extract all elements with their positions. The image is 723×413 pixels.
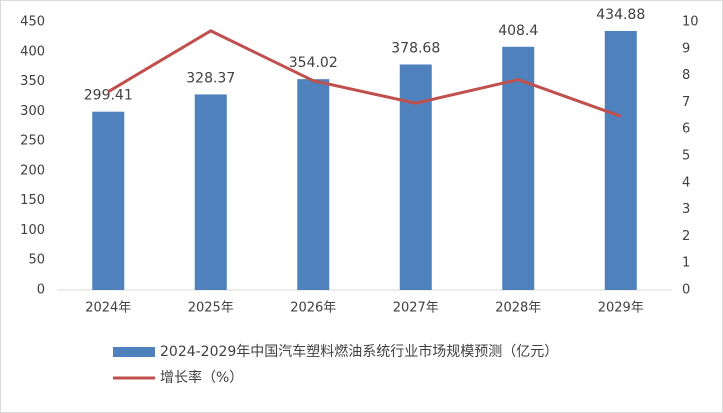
y2-tick-label: 3 [682,202,690,217]
data-label: 378.68 [391,40,440,56]
bar [502,46,535,290]
y2-tick-label: 8 [682,68,690,83]
y-tick-label: 400 [20,44,45,59]
x-tick-label: 2029年 [598,301,644,316]
legend-label: 增长率（%） [160,369,243,386]
y-tick-label: 300 [20,104,45,119]
y-tick-label: 100 [20,223,45,238]
y-tick-label: 0 [37,283,45,298]
x-tick-label: 2026年 [290,301,336,316]
data-label: 328.37 [186,70,235,86]
y-tick-label: 200 [20,163,45,178]
y-tick-label: 350 [20,74,45,89]
y2-tick-label: 6 [682,122,690,137]
x-tick-label: 2025年 [188,301,234,316]
y-tick-label: 450 [20,15,45,30]
y2-tick-label: 5 [682,149,690,164]
y2-tick-label: 1 [682,256,690,271]
x-tick-label: 2028年 [495,301,541,316]
x-tick-label: 2024年 [85,301,131,316]
bar [194,94,227,290]
bar [92,111,125,290]
y-tick-label: 250 [20,134,45,149]
y2-tick-label: 0 [682,283,690,298]
y2-tick-label: 7 [682,95,690,110]
data-label: 354.02 [289,55,338,71]
data-label: 434.88 [596,7,645,23]
legend-swatch [113,347,155,357]
bar [399,64,432,290]
y-tick-label: 150 [20,193,45,208]
x-tick-label: 2027年 [393,301,439,316]
data-label: 299.41 [84,88,133,104]
y2-tick-label: 10 [682,15,699,30]
bar [297,79,330,290]
data-label: 408.4 [498,23,538,39]
y2-tick-label: 4 [682,175,690,190]
y2-tick-label: 9 [682,41,690,56]
line [107,29,622,118]
legend-label: 2024-2029年中国汽车塑料燃油系统行业市场规模预测（亿元） [160,343,558,360]
y2-tick-label: 2 [682,229,690,244]
y-tick-label: 50 [28,253,45,268]
bar [604,31,637,291]
